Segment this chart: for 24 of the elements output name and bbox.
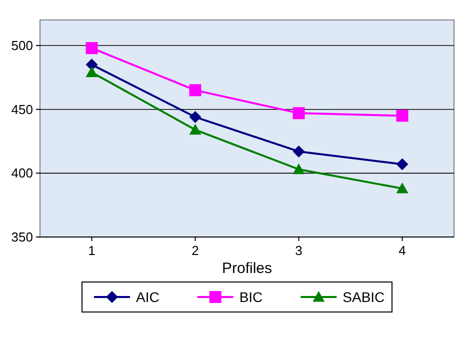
point (292, 163, 305, 174)
y-tick-label: 450 (11, 102, 33, 117)
point (396, 158, 408, 170)
y-tick-label: 350 (11, 230, 33, 245)
point (396, 110, 408, 122)
point (292, 107, 305, 120)
point (189, 124, 202, 135)
point (86, 66, 98, 78)
y-tick-label: 400 (11, 166, 33, 181)
x-tick-label: 2 (192, 243, 199, 258)
x-tick-label: 4 (398, 243, 406, 258)
x-axis-title: Profiles (222, 260, 272, 277)
point (189, 84, 202, 96)
x-tick-label: 1 (88, 243, 96, 258)
point (292, 145, 305, 158)
y-tick-label: 500 (11, 38, 33, 54)
point (86, 58, 98, 71)
legend-label: SABIC (342, 288, 385, 305)
point (189, 111, 202, 124)
x-tick-label: 3 (295, 243, 302, 258)
point (86, 42, 98, 54)
legend-label: BIC (239, 288, 263, 305)
point (396, 182, 408, 194)
legend-label: AIC (136, 288, 160, 305)
